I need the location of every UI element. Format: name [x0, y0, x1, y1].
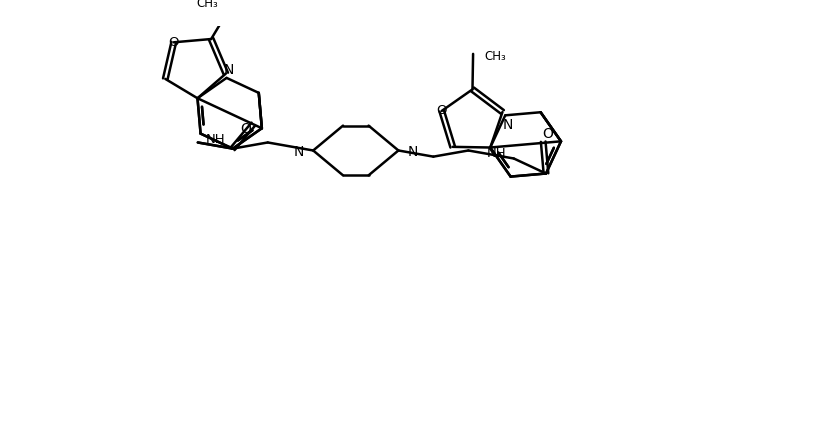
Text: N: N [223, 63, 234, 77]
Text: NH: NH [486, 147, 507, 160]
Text: CH₃: CH₃ [197, 0, 218, 11]
Text: N: N [293, 145, 304, 159]
Text: N: N [503, 118, 513, 132]
Text: O: O [169, 36, 179, 49]
Text: O: O [240, 122, 251, 136]
Text: CH₃: CH₃ [485, 50, 506, 63]
Text: NH: NH [205, 133, 225, 146]
Text: N: N [407, 145, 418, 159]
Text: O: O [543, 127, 554, 141]
Text: O: O [437, 105, 447, 117]
